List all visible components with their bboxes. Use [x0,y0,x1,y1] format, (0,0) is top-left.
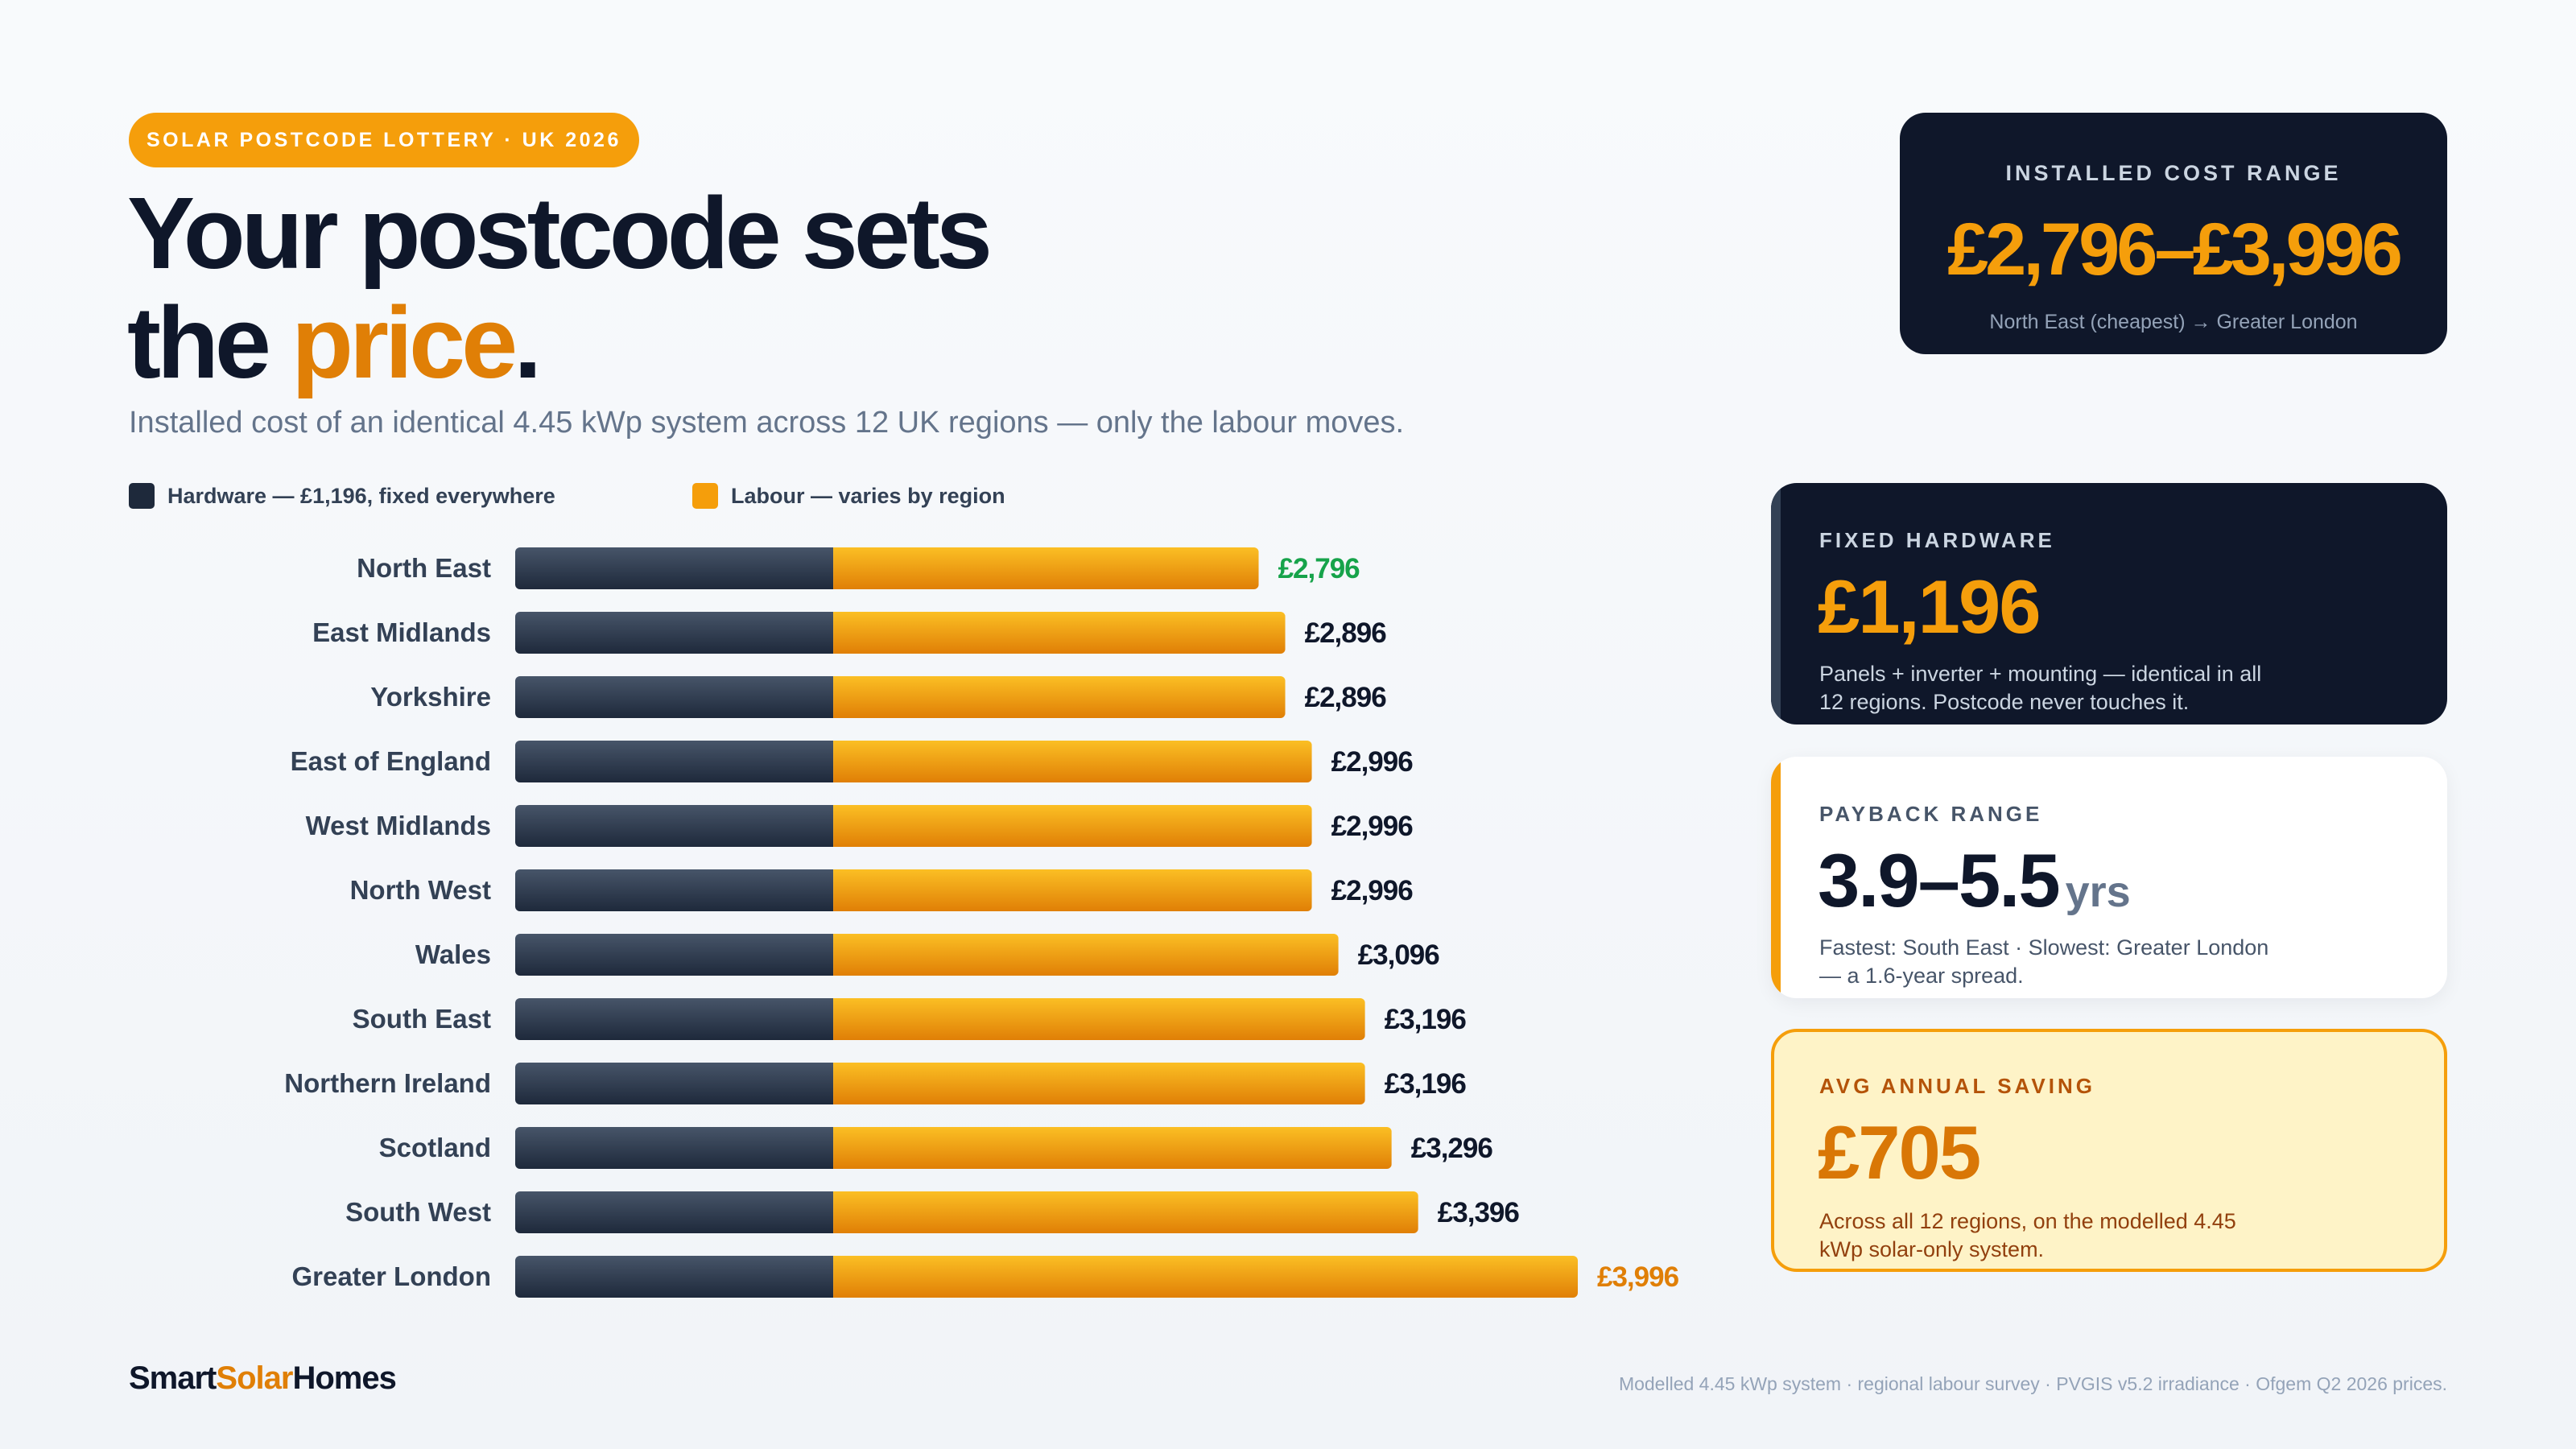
headline: Your postcode sets the price. [127,176,993,398]
region-label: South East [353,1004,491,1034]
legend-hardware: Hardware — £1,196, fixed everywhere [129,480,555,512]
region-label: North West [350,875,491,905]
bar-labour [833,612,1286,654]
headline-line-1: Your postcode sets [127,176,993,290]
bar-hardware [515,1191,834,1233]
bar-labour [833,1063,1365,1104]
region-label: West Midlands [306,811,491,840]
brand-part-1: Smart [129,1360,217,1396]
saving-card-value: £705 [1818,1110,1981,1195]
range-card-value: £2,796–£3,996 [1947,208,2403,291]
range-card-label: INSTALLED COST RANGE [2005,161,2342,185]
bar-labour [833,1256,1578,1298]
total-value-label: £2,996 [1331,811,1414,842]
region-label: East Midlands [312,617,491,647]
fixed-hardware-card: FIXED HARDWARE £1,196 Panels + inverter … [1771,483,2447,724]
saving-card-label: AVG ANNUAL SAVING [1819,1074,2095,1098]
brand-part-3: Homes [292,1360,396,1396]
brand-part-2: Solar [216,1360,293,1396]
bar-hardware [515,612,834,654]
region-label: Greater London [291,1261,491,1291]
bar-hardware [515,934,834,976]
bar-hardware [515,1256,834,1298]
installed-cost-range-card: INSTALLED COST RANGE £2,796–£3,996 North… [1900,113,2447,354]
payback-range-card: PAYBACK RANGE 3.9–5.5 yrs Fastest: South … [1771,757,2447,998]
hardware-card-label: FIXED HARDWARE [1819,528,2055,552]
bar-hardware [515,741,834,782]
total-value-label: £2,896 [1305,617,1387,649]
total-value-label: £2,996 [1331,875,1414,906]
total-value-label: £3,196 [1385,1004,1467,1035]
bar-hardware [515,1063,834,1104]
payback-card-label: PAYBACK RANGE [1819,802,2043,826]
hardware-card-value: £1,196 [1818,564,2041,649]
payback-card-value: 3.9–5.5 [1818,838,2061,923]
category-badge: SOLAR POSTCODE LOTTERY · UK 2026 [129,113,639,167]
card-accent-bar [1771,483,1781,724]
source-note: Modelled 4.45 kWp system · regional labo… [1618,1373,2447,1394]
range-card-note: North East (cheapest) → Greater London [1989,311,2358,333]
headline-prefix: the [127,286,292,399]
region-label: South West [345,1197,491,1227]
brand-logo: SmartSolarHomes [129,1360,397,1397]
total-value-label: £3,096 [1358,939,1440,971]
region-label: North East [357,553,491,583]
bar-hardware [515,547,834,589]
category-badge-text: SOLAR POSTCODE LOTTERY · UK 2026 [147,128,621,151]
payback-card-description: Fastest: South East · Slowest: Greater L… [1819,935,2269,988]
total-value-label: £3,196 [1385,1068,1467,1100]
payback-card-unit: yrs [2065,868,2131,916]
bar-hardware [515,998,834,1040]
bar-labour [833,1191,1418,1233]
headline-line-2: the price. [127,288,989,398]
chart-subtitle: Installed cost of an identical 4.45 kWp … [129,406,1405,440]
region-label: Wales [415,939,491,969]
headline-accent-word: price [291,286,518,399]
total-value-label: £3,296 [1411,1133,1493,1164]
bar-labour [833,998,1365,1040]
bar-hardware [515,805,834,847]
bar-hardware [515,869,834,911]
bar-labour [833,934,1339,976]
stacked-bar-chart: North East £2,796 East Midlands £2,896 Yorks… [284,547,1680,1298]
saving-card-description: Across all 12 regions, on the modelled 4… [1819,1209,2236,1261]
legend-hardware-swatch [129,483,155,509]
total-value-label: £2,796 [1278,553,1360,584]
legend-labour-label: Labour — varies by region [731,483,1005,508]
legend-hardware-label: Hardware — £1,196, fixed everywhere [167,483,555,508]
total-value-label: £3,996 [1597,1261,1679,1293]
bar-labour [833,1127,1392,1169]
region-label: Yorkshire [370,682,491,712]
hardware-card-description: Panels + inverter + mounting — identical… [1819,662,2262,714]
bar-labour [833,676,1286,718]
bar-labour [833,869,1312,911]
region-label: East of England [291,746,491,776]
legend-labour-swatch [692,483,718,509]
region-label: Scotland [379,1133,491,1162]
card-accent-bar [1771,757,1781,998]
total-value-label: £2,896 [1305,682,1387,713]
bar-labour [833,805,1312,847]
bar-hardware [515,1127,834,1169]
legend-labour: Labour — varies by region [692,480,1005,512]
headline-suffix: . [514,286,542,399]
payback-card-value-wrap: 3.9–5.5 yrs [1818,837,2131,924]
bar-labour [833,547,1259,589]
bar-hardware [515,676,834,718]
annual-saving-card: AVG ANNUAL SAVING £705 Across all 12 reg… [1771,1029,2447,1272]
bar-labour [833,741,1312,782]
region-label: Northern Ireland [284,1068,491,1098]
total-value-label: £2,996 [1331,746,1414,778]
total-value-label: £3,396 [1438,1197,1520,1228]
